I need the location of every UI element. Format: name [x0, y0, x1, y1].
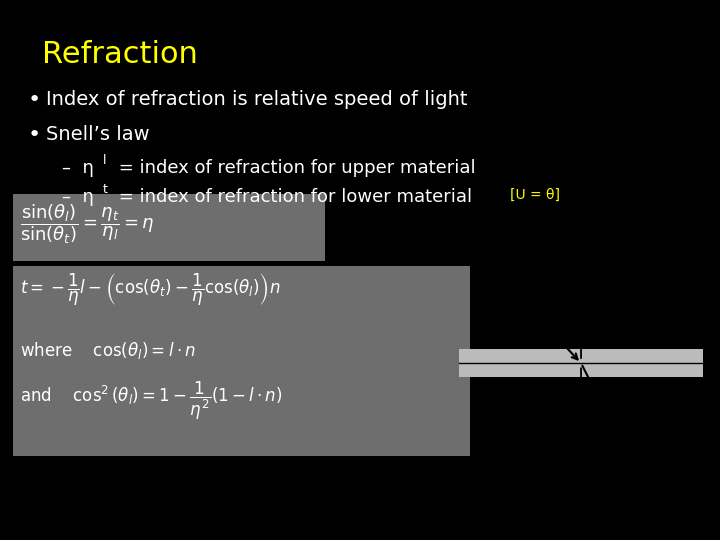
Text: $u_l$: $u_l$ [531, 266, 542, 278]
Text: Index of refraction is relative speed of light: Index of refraction is relative speed of… [46, 90, 467, 109]
Text: $t = -\dfrac{1}{\eta}l - \left(\cos(\theta_t) - \dfrac{1}{\eta}\cos(\theta_l)\ri: $t = -\dfrac{1}{\eta}l - \left(\cos(\the… [20, 272, 281, 308]
Text: Refraction: Refraction [42, 40, 198, 69]
Text: –  η: – η [62, 188, 94, 206]
Text: and $\quad \cos^2(\theta_l) = 1 - \dfrac{1}{\eta^2}(1 - l \cdot n)$: and $\quad \cos^2(\theta_l) = 1 - \dfrac… [20, 380, 282, 422]
Bar [459, 349, 703, 377]
Text: = index of refraction for lower material: = index of refraction for lower material [113, 188, 472, 206]
Text: $\dfrac{\sin(\theta_l)}{\sin(\theta_t)} = \dfrac{\eta_t}{\eta_l} = \eta$: $\dfrac{\sin(\theta_l)}{\sin(\theta_t)} … [20, 202, 155, 246]
Text: •: • [28, 90, 41, 110]
Text: = index of refraction for upper material: = index of refraction for upper material [113, 159, 476, 177]
FancyBboxPatch shape [13, 266, 470, 456]
Text: t: t [103, 183, 108, 196]
Text: •: • [28, 125, 41, 145]
Text: $-n$: $-n$ [550, 462, 570, 475]
Text: $u_t$: $u_t$ [608, 435, 620, 447]
Text: n: n [585, 245, 593, 259]
Text: [U = θ]: [U = θ] [510, 188, 560, 202]
Text: –  η: – η [62, 159, 94, 177]
FancyBboxPatch shape [13, 194, 325, 261]
Text: Snell’s law: Snell’s law [46, 125, 150, 144]
Text: l: l [482, 248, 486, 262]
Text: t: t [639, 462, 644, 475]
Text: l: l [103, 154, 107, 167]
Text: where $\quad \cos(\theta_l) = l \cdot n$: where $\quad \cos(\theta_l) = l \cdot n$ [20, 340, 196, 361]
